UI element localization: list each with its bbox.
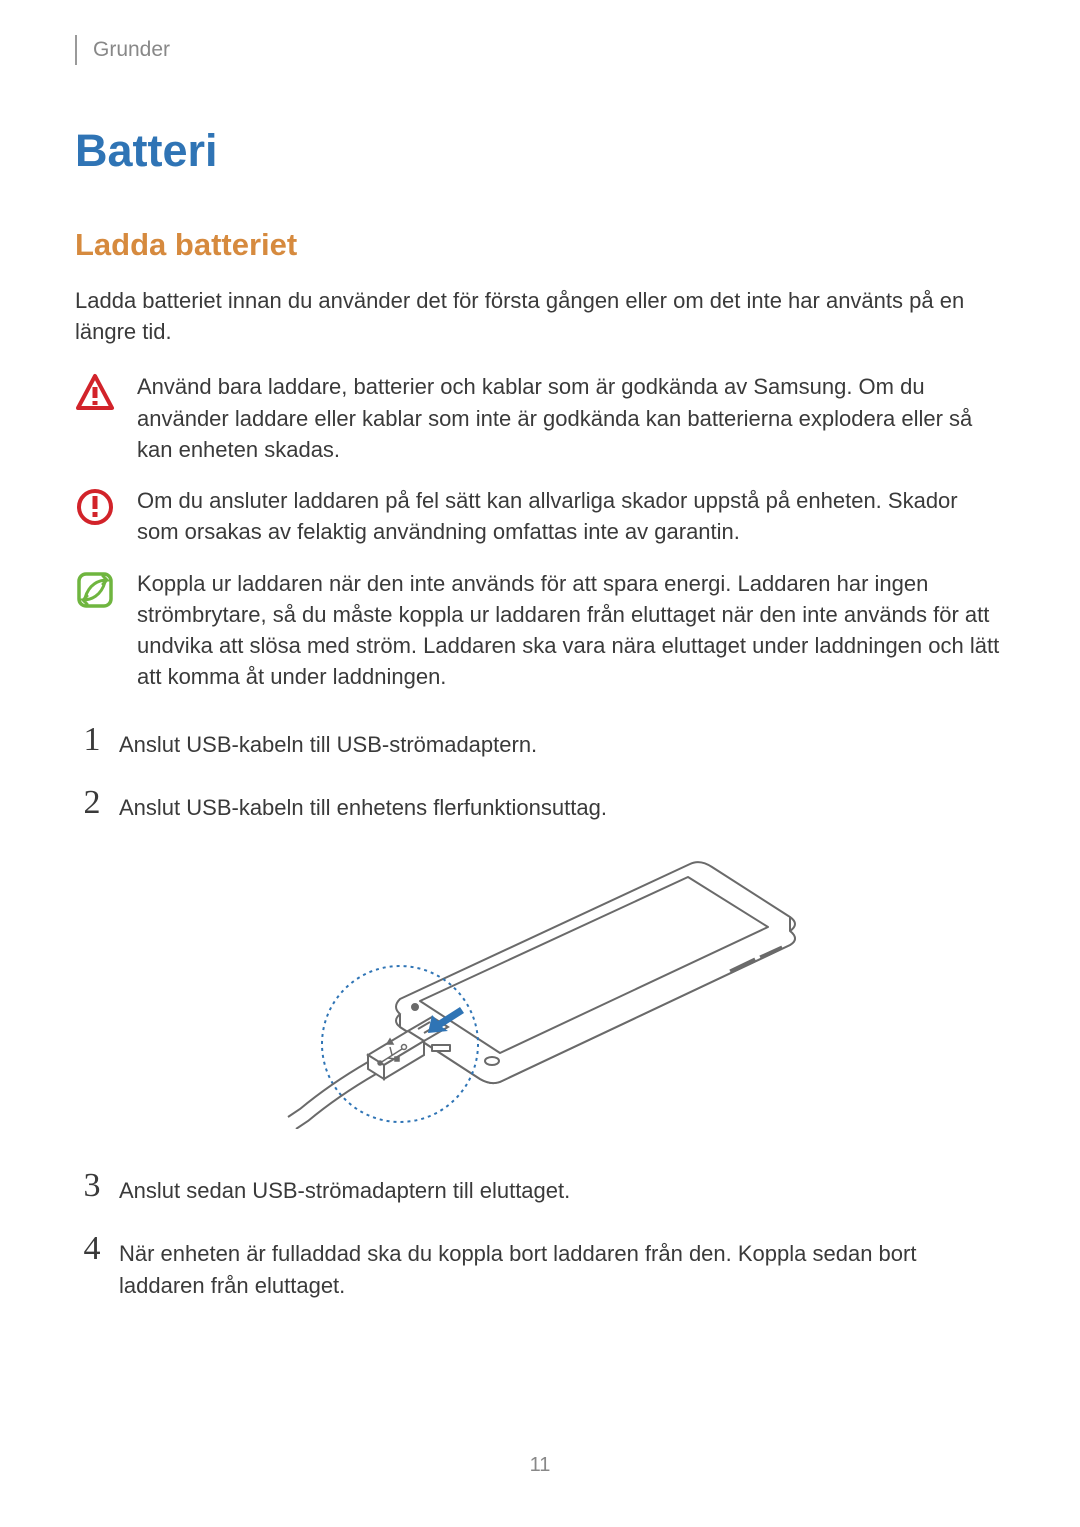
- page-number: 11: [0, 1454, 1080, 1477]
- step-text: Anslut USB-kabeln till USB-strömadaptern…: [119, 723, 1005, 760]
- step-text: När enheten är fulladdad ska du koppla b…: [119, 1232, 1005, 1300]
- step-number: 1: [75, 723, 109, 757]
- section-subtitle: Ladda batteriet: [75, 227, 1005, 263]
- step-row: 1 Anslut USB-kabeln till USB-strömadapte…: [75, 723, 1005, 760]
- diagram-container: [75, 849, 1005, 1129]
- header-bar: Grunder: [75, 35, 1005, 65]
- note-info: Koppla ur laddaren när den inte används …: [75, 568, 1005, 693]
- note-text: Använd bara laddare, batterier och kabla…: [137, 371, 1005, 465]
- step-row: 4 När enheten är fulladdad ska du koppla…: [75, 1232, 1005, 1300]
- note-square-icon: [75, 570, 115, 610]
- caution-circle-icon: [75, 487, 115, 527]
- page: Grunder Batteri Ladda batteriet Ladda ba…: [0, 0, 1080, 1301]
- note-caution: Om du ansluter laddaren på fel sätt kan …: [75, 485, 1005, 547]
- warning-triangle-icon: [75, 373, 115, 413]
- header-section: Grunder: [93, 38, 170, 62]
- note-text: Om du ansluter laddaren på fel sätt kan …: [137, 485, 1005, 547]
- step-text: Anslut sedan USB-strömadaptern till elut…: [119, 1169, 1005, 1206]
- step-number: 4: [75, 1232, 109, 1266]
- step-text: Anslut USB-kabeln till enhetens flerfunk…: [119, 786, 1005, 823]
- step-row: 2 Anslut USB-kabeln till enhetens flerfu…: [75, 786, 1005, 823]
- step-number: 3: [75, 1169, 109, 1203]
- tablet-charging-diagram: [260, 849, 820, 1129]
- note-text: Koppla ur laddaren när den inte används …: [137, 568, 1005, 693]
- step-number: 2: [75, 786, 109, 820]
- page-title: Batteri: [75, 125, 1005, 177]
- step-row: 3 Anslut sedan USB-strömadaptern till el…: [75, 1169, 1005, 1206]
- note-warning: Använd bara laddare, batterier och kabla…: [75, 371, 1005, 465]
- numbered-steps: 1 Anslut USB-kabeln till USB-strömadapte…: [75, 723, 1005, 1301]
- intro-paragraph: Ladda batteriet innan du använder det fö…: [75, 285, 1005, 347]
